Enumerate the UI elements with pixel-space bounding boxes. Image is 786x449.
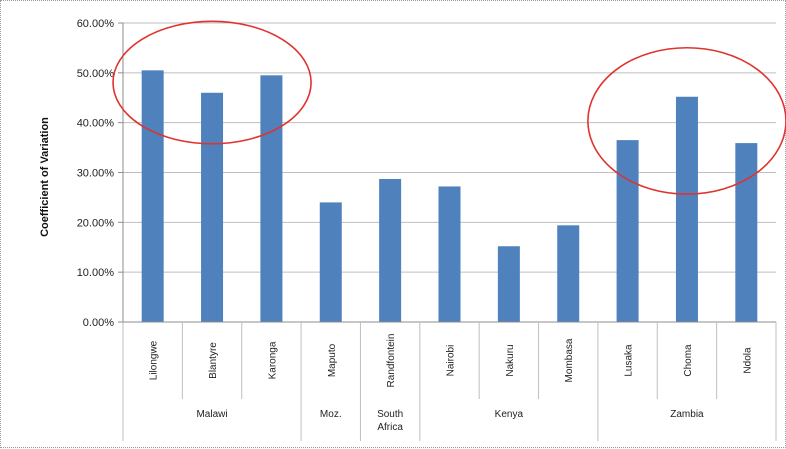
bar — [438, 186, 461, 322]
bar — [319, 202, 342, 322]
bars — [141, 70, 758, 323]
group-label: Malawi — [196, 409, 227, 420]
bar — [497, 246, 520, 322]
category-label: Choma — [683, 344, 694, 377]
highlight-ellipse — [112, 20, 312, 145]
category-label: Lilongwe — [149, 340, 160, 380]
category-label: Maputo — [327, 343, 338, 377]
category-label: Ndola — [742, 347, 753, 374]
y-tick-label: 40.00% — [77, 118, 115, 130]
bar — [141, 70, 164, 322]
category-label: Randfontein — [386, 334, 397, 388]
category-label: Lusaka — [624, 344, 635, 377]
y-tick-label: 50.00% — [77, 68, 115, 80]
y-axis-label: Coefficient of Variation — [39, 117, 51, 237]
y-tick-label: 30.00% — [77, 168, 115, 180]
bar — [379, 178, 402, 322]
y-tick-label: 20.00% — [77, 217, 115, 229]
bar — [260, 75, 283, 322]
group-label: South Africa — [377, 409, 403, 433]
group-label: Moz. — [320, 409, 342, 420]
category-label: Karonga — [267, 341, 278, 379]
y-tick-labels: 0.00% 10.00% 20.00% 30.00% 40.00% 50.00% 60.00… — [77, 18, 123, 329]
bar — [675, 96, 698, 323]
axes — [122, 23, 777, 399]
y-tick-label: 0.00% — [83, 317, 114, 329]
bar — [616, 140, 639, 322]
category-label: Nakuru — [505, 344, 516, 376]
bar — [557, 225, 580, 322]
category-labels: Lilongwe Blantyre Karonga Maputo Randfontein… — [149, 334, 754, 388]
group-labels: Malawi Moz. South Africa Kenya Zambia — [122, 399, 777, 441]
category-label: Nairobi — [446, 345, 457, 377]
group-label: Kenya — [495, 409, 524, 420]
y-tick-label: 60.00% — [77, 18, 115, 30]
y-tick-label: 10.00% — [77, 267, 115, 279]
category-label: Blantyre — [208, 342, 219, 379]
group-label: Zambia — [670, 409, 704, 420]
bar — [201, 92, 224, 323]
category-label: Mombasa — [564, 338, 575, 382]
bar — [735, 143, 758, 322]
